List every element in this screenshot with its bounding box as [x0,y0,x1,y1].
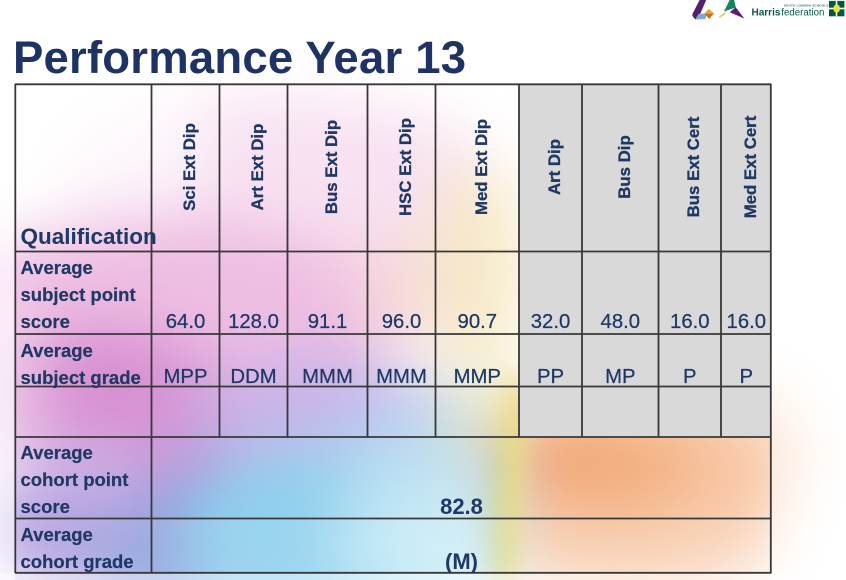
svg-text:Harris: Harris [752,7,781,18]
svg-text:federation: federation [781,7,824,18]
svg-text:SOUTH LONDON SCHOOLS: SOUTH LONDON SCHOOLS [784,3,829,7]
